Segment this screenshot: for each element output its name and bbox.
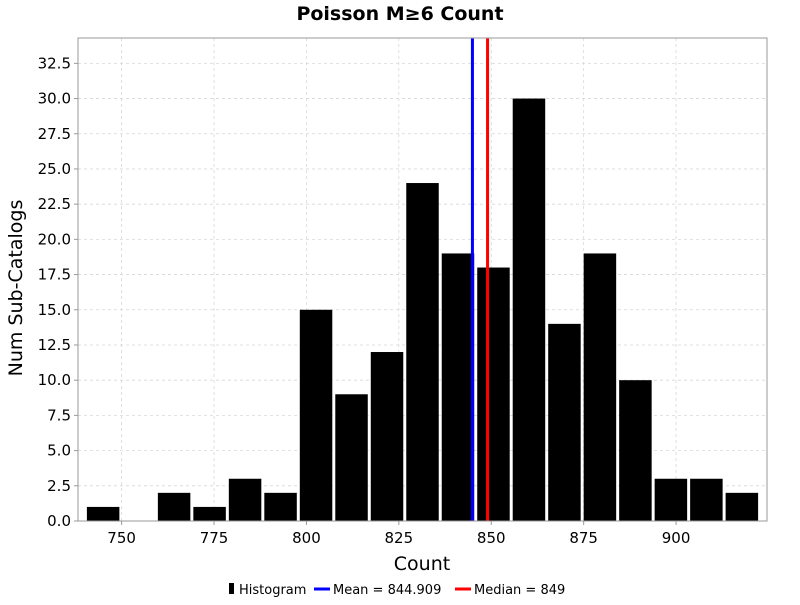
legend-median-label: Median = 849	[474, 583, 565, 598]
legend-mean-label: Mean = 844.909	[333, 583, 441, 598]
y-tick-label: 10.0	[38, 371, 71, 389]
legend-histogram-swatch	[229, 583, 234, 594]
chart-title: Poisson M≥6 Count	[296, 3, 503, 25]
histogram-bar	[690, 478, 723, 521]
histogram-bar	[193, 506, 226, 521]
x-tick-label: 775	[200, 529, 229, 547]
histogram-bar	[512, 98, 546, 521]
y-tick-label: 25.0	[38, 160, 71, 178]
y-axis-label: Num Sub-Catalogs	[5, 200, 27, 377]
y-tick-label: 30.0	[38, 90, 71, 108]
histogram-bar	[264, 492, 297, 521]
y-tick-label: 0.0	[47, 512, 71, 530]
legend: Histogram Mean = 844.909 Median = 849	[229, 583, 565, 598]
x-axis-ticks: 750 775 800 825 850 875 900	[107, 521, 690, 547]
x-tick-label: 825	[385, 529, 414, 547]
histogram-bar	[619, 380, 652, 521]
histogram-bar	[157, 492, 191, 521]
histogram-bar	[548, 323, 581, 521]
y-axis-ticks: 0.0 2.5 5.0 7.5 10.0 12.5 15.0 17.5 20.0 22.5 25.0…	[38, 54, 78, 530]
y-tick-label: 12.5	[38, 336, 71, 354]
x-tick-label: 875	[569, 529, 598, 547]
histogram-bar	[441, 253, 475, 521]
x-tick-label: 900	[662, 529, 691, 547]
y-tick-label: 2.5	[47, 477, 71, 495]
plot-frame	[77, 37, 768, 522]
histogram-bar	[406, 183, 439, 521]
histogram-bar	[86, 506, 120, 521]
y-tick-label: 22.5	[38, 195, 71, 213]
x-tick-label: 800	[292, 529, 321, 547]
histogram-bar	[299, 309, 333, 521]
y-tick-label: 5.0	[47, 442, 71, 460]
histogram-bar	[583, 253, 617, 521]
y-tick-label: 20.0	[38, 230, 71, 248]
histogram-bar	[477, 267, 510, 521]
y-tick-label: 7.5	[47, 406, 71, 424]
bars	[86, 98, 759, 521]
y-tick-label: 15.0	[38, 301, 71, 319]
histogram-bar	[228, 478, 262, 521]
x-axis-label: Count	[394, 553, 450, 575]
histogram-bar	[654, 478, 688, 521]
x-tick-label: 850	[477, 529, 506, 547]
histogram-bar	[725, 492, 759, 521]
x-tick-label: 750	[107, 529, 136, 547]
histogram-bar	[335, 394, 368, 521]
y-tick-label: 32.5	[38, 54, 71, 72]
y-tick-label: 27.5	[38, 125, 71, 143]
legend-histogram-label: Histogram	[239, 583, 306, 598]
y-tick-label: 17.5	[38, 266, 71, 284]
reference-lines	[470, 38, 490, 521]
histogram-bar	[370, 352, 404, 521]
